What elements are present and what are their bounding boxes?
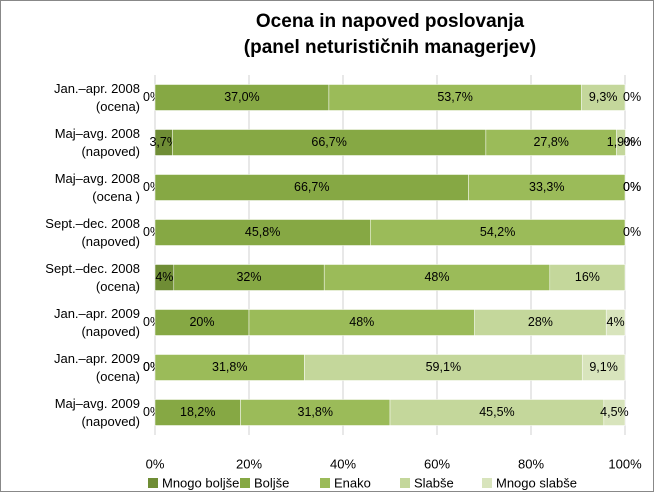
x-tick-label: 40%	[330, 456, 356, 471]
data-label: 54,2%	[480, 225, 515, 239]
data-label: 45,8%	[245, 225, 280, 239]
legend-label: Mnogo slabše	[496, 475, 577, 490]
y-tick-label: Maj–avg. 2008	[55, 171, 140, 186]
data-label: 48%	[349, 315, 374, 329]
bar-segment	[172, 129, 487, 156]
legend-swatch	[148, 478, 158, 488]
y-tick-label: (napoved)	[81, 324, 140, 339]
data-label: 16%	[575, 270, 600, 284]
legend-label: Boljše	[254, 475, 289, 490]
x-tick-label: 0%	[146, 456, 165, 471]
bar-segment	[370, 219, 626, 246]
bar-segment	[154, 309, 250, 336]
bar-segment	[605, 309, 626, 336]
data-label: 0%	[623, 135, 641, 149]
data-label: 48%	[424, 270, 449, 284]
bar-segment	[173, 264, 325, 291]
legend-swatch	[240, 478, 250, 488]
x-tick-label: 60%	[424, 456, 450, 471]
y-tick-label: (napoved)	[81, 144, 140, 159]
data-label: 0%	[623, 90, 641, 104]
bar-segment	[616, 129, 626, 156]
chart-title: Ocena in napoved poslovanja	[256, 11, 525, 32]
data-label: 1,9%	[607, 135, 636, 149]
y-tick-label: Jan.–apr. 2009	[54, 351, 140, 366]
bar-segment	[485, 129, 617, 156]
data-label: 31,8%	[298, 405, 333, 419]
data-label: 66,7%	[311, 135, 346, 149]
data-label: 31,8%	[212, 360, 247, 374]
data-label: 59,1%	[426, 360, 461, 374]
y-tick-label: (ocena)	[96, 279, 140, 294]
data-label: 0%	[623, 180, 641, 194]
chart-title: (panel neturističnih managerjev)	[244, 37, 536, 58]
bar-segment	[154, 219, 371, 246]
data-label: 66,7%	[294, 180, 329, 194]
bar-segment	[581, 84, 626, 111]
legend-label: Slabše	[414, 475, 454, 490]
x-tick-label: 20%	[236, 456, 262, 471]
y-tick-label: Maj–avg. 2009	[55, 396, 140, 411]
y-tick-label: Sept.–dec. 2008	[45, 216, 140, 231]
data-label: 37,0%	[224, 90, 259, 104]
y-tick-label: Sept.–dec. 2008	[45, 261, 140, 276]
data-label: 0%	[623, 225, 641, 239]
data-label: 4%	[155, 270, 173, 284]
data-label: 4,5%	[600, 405, 629, 419]
bar-segment	[389, 399, 605, 426]
data-label: 9,1%	[589, 360, 618, 374]
data-label: 32%	[236, 270, 261, 284]
bar-segment	[248, 309, 475, 336]
y-tick-label: (ocena )	[92, 189, 140, 204]
legend-label: Mnogo boljše	[162, 475, 239, 490]
bar-segment	[304, 354, 583, 381]
y-tick-label: (napoved)	[81, 414, 140, 429]
data-label: 18,2%	[180, 405, 215, 419]
legend-swatch	[400, 478, 410, 488]
y-tick-label: Jan.–apr. 2008	[54, 81, 140, 96]
legend-label: Enako	[334, 475, 371, 490]
data-label: 9,3%	[589, 90, 618, 104]
y-tick-label: (ocena)	[96, 369, 140, 384]
bar-segment	[549, 264, 626, 291]
x-tick-label: 100%	[608, 456, 642, 471]
bar-segment	[581, 354, 626, 381]
legend-swatch	[482, 478, 492, 488]
bar-segment	[474, 309, 607, 336]
data-label: 53,7%	[437, 90, 472, 104]
bar-segment	[323, 264, 551, 291]
data-label: 28%	[528, 315, 553, 329]
data-label: 20%	[189, 315, 214, 329]
y-tick-label: (napoved)	[81, 234, 140, 249]
data-label: 33,3%	[529, 180, 564, 194]
y-tick-label: Jan.–apr. 2009	[54, 306, 140, 321]
x-tick-label: 80%	[518, 456, 544, 471]
bar-segment	[603, 399, 626, 426]
data-label: 0%	[623, 180, 641, 194]
data-label: 4%	[607, 315, 625, 329]
y-tick-label: Maj–avg. 2008	[55, 126, 140, 141]
legend-swatch	[320, 478, 330, 488]
bar-segment	[154, 84, 330, 111]
bar-segment	[468, 174, 626, 201]
bar-segment	[328, 84, 582, 111]
data-label: 27,8%	[533, 135, 568, 149]
y-tick-label: (ocena)	[96, 99, 140, 114]
data-label: 45,5%	[479, 405, 514, 419]
data-label: 3,7%	[149, 135, 178, 149]
